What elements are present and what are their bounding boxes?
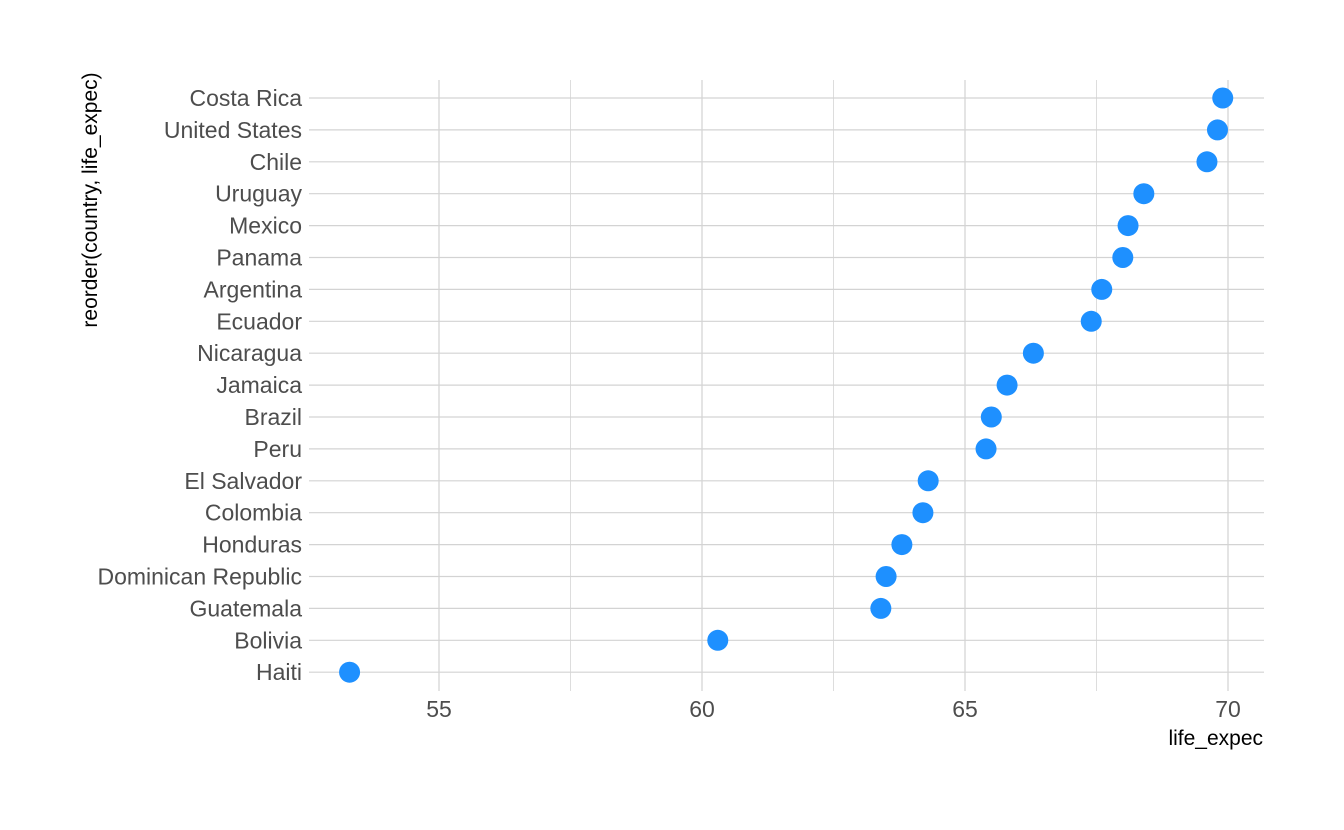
category-label: Costa Rica xyxy=(190,85,303,111)
x-tick-label: 70 xyxy=(1215,696,1241,722)
category-labels: Costa Rica United States Chile Uruguay Mexic… xyxy=(97,85,302,685)
category-label: United States xyxy=(164,117,302,143)
category-label: El Salvador xyxy=(184,468,302,494)
category-label: Nicaragua xyxy=(197,340,302,366)
category-label: Haiti xyxy=(256,659,302,685)
category-label: Bolivia xyxy=(234,627,302,653)
data-point xyxy=(1080,310,1102,332)
data-point xyxy=(875,566,897,587)
category-label: Dominican Republic xyxy=(97,564,302,590)
data-point xyxy=(1022,342,1044,364)
data-point xyxy=(1133,183,1155,205)
category-label: Jamaica xyxy=(216,372,302,398)
data-point xyxy=(996,374,1018,396)
category-label: Colombia xyxy=(205,500,302,526)
data-point xyxy=(1196,151,1218,173)
grid xyxy=(309,80,1264,691)
data-point xyxy=(707,629,729,651)
category-label: Brazil xyxy=(244,404,302,430)
category-label: Uruguay xyxy=(215,181,302,207)
category-label: Argentina xyxy=(204,276,303,302)
data-point xyxy=(912,502,934,524)
category-label: Ecuador xyxy=(216,308,302,334)
data-point xyxy=(1206,119,1228,141)
data-point xyxy=(917,470,939,492)
category-label: Mexico xyxy=(229,213,302,239)
category-label: Chile xyxy=(250,149,302,175)
data-point xyxy=(980,406,1002,428)
data-point xyxy=(1091,278,1113,300)
data-point xyxy=(1117,215,1139,237)
data-point xyxy=(870,597,892,619)
x-axis-title: life_expec xyxy=(1168,727,1263,750)
category-label: Panama xyxy=(216,245,302,271)
data-point xyxy=(975,438,997,460)
data-point xyxy=(1112,247,1134,268)
y-axis-title: reorder(country, life_expec) xyxy=(79,72,102,327)
x-tick-label: 60 xyxy=(689,696,715,722)
data-point xyxy=(891,534,913,556)
category-label: Peru xyxy=(253,436,302,462)
data-point xyxy=(339,661,361,683)
category-label: Guatemala xyxy=(189,595,302,621)
x-tick-labels: 55 60 65 70 xyxy=(426,696,1241,722)
x-tick-label: 55 xyxy=(426,696,452,722)
data-point xyxy=(1212,87,1234,109)
category-label: Honduras xyxy=(202,532,302,558)
x-tick-label: 65 xyxy=(952,696,978,722)
data-points xyxy=(339,87,1234,683)
